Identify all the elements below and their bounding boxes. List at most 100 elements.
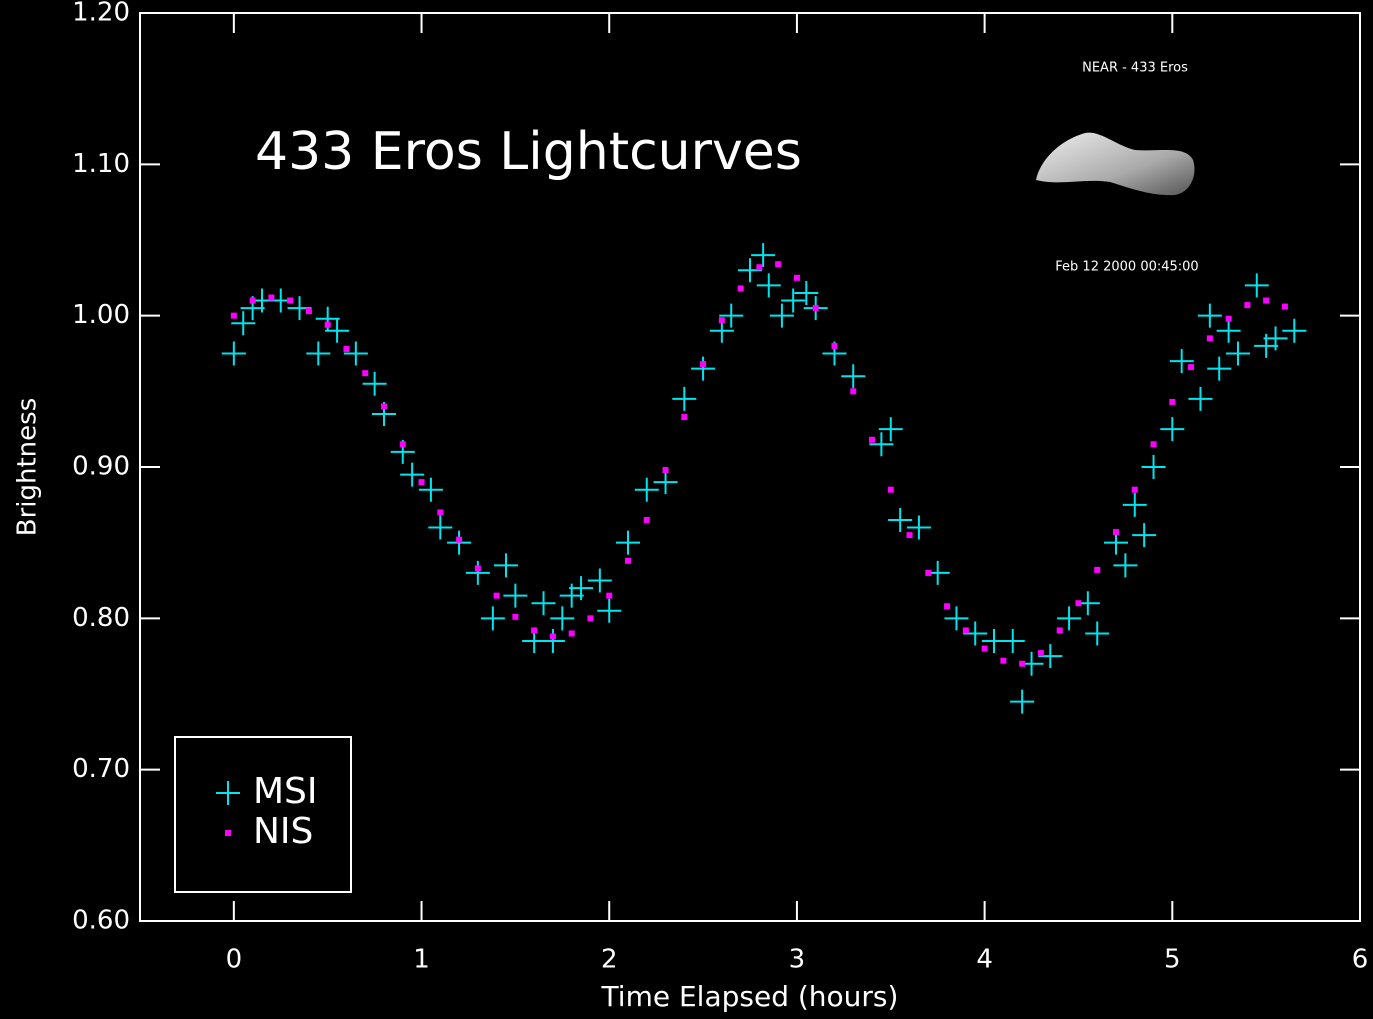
data-point xyxy=(756,273,781,298)
data-point xyxy=(981,645,988,652)
legend-marker xyxy=(216,781,240,805)
data-point xyxy=(643,516,650,523)
y-tick-label: 0.60 xyxy=(72,906,130,936)
data-point xyxy=(681,414,688,421)
annotation: Feb 12 2000 00:45:00 xyxy=(1055,260,1198,275)
data-point xyxy=(1150,441,1157,448)
asteroid-image xyxy=(1036,132,1195,196)
data-point xyxy=(1019,660,1026,667)
data-point xyxy=(906,532,913,539)
data-point xyxy=(1075,600,1082,607)
data-point xyxy=(399,441,406,448)
data-point xyxy=(1037,650,1044,657)
x-tick-label: 5 xyxy=(1164,945,1181,975)
data-point xyxy=(324,321,331,328)
data-point xyxy=(549,633,556,640)
data-point xyxy=(878,417,903,442)
data-point xyxy=(887,486,894,493)
data-point xyxy=(944,606,969,631)
data-point xyxy=(568,630,575,637)
data-point xyxy=(418,479,425,486)
data-point xyxy=(1000,629,1025,654)
x-tick-label: 0 xyxy=(226,945,243,975)
x-tick-label: 3 xyxy=(789,945,806,975)
data-point xyxy=(456,536,463,543)
data-point xyxy=(400,462,425,487)
data-point xyxy=(1085,621,1110,646)
data-point xyxy=(794,280,819,305)
data-point xyxy=(1094,566,1101,573)
data-point xyxy=(718,317,725,324)
data-point xyxy=(888,507,913,532)
data-point xyxy=(1263,326,1288,351)
legend-label: MSI xyxy=(253,771,318,812)
data-point xyxy=(597,598,622,623)
data-point xyxy=(606,592,613,599)
data-point xyxy=(1188,386,1213,411)
data-point xyxy=(1113,553,1138,578)
data-point xyxy=(719,303,744,328)
data-point xyxy=(465,560,490,585)
data-point xyxy=(437,509,444,516)
data-point xyxy=(343,341,368,366)
data-point xyxy=(944,603,951,610)
data-point xyxy=(1038,644,1063,669)
data-point xyxy=(672,386,697,411)
data-point xyxy=(769,303,794,328)
data-point xyxy=(1000,657,1007,664)
annotation: NEAR - 433 Eros xyxy=(1082,61,1188,76)
data-point xyxy=(869,432,894,457)
data-point xyxy=(634,477,659,502)
data-point xyxy=(1206,335,1213,342)
data-point xyxy=(653,470,678,495)
data-point xyxy=(587,568,612,593)
data-point xyxy=(1169,349,1194,374)
data-point xyxy=(1244,302,1251,309)
data-point xyxy=(925,569,932,576)
chart-title: 433 Eros Lightcurves xyxy=(255,122,802,182)
y-tick-label: 0.80 xyxy=(72,603,130,633)
data-point xyxy=(540,629,565,654)
data-point xyxy=(512,613,519,620)
data-point xyxy=(428,515,453,540)
x-tick-label: 2 xyxy=(601,945,618,975)
data-point xyxy=(781,288,806,313)
data-point xyxy=(1010,689,1035,714)
data-point xyxy=(1131,486,1138,493)
data-point xyxy=(287,297,294,304)
data-point xyxy=(231,311,256,336)
asteroid xyxy=(1036,132,1195,196)
data-point xyxy=(616,530,640,555)
data-point xyxy=(700,361,707,368)
data-point xyxy=(1188,364,1195,371)
data-point xyxy=(738,258,762,283)
data-point xyxy=(249,297,256,304)
y-tick-label: 0.70 xyxy=(72,754,130,784)
data-point xyxy=(418,477,443,502)
data-point xyxy=(1226,341,1250,366)
data-point xyxy=(305,308,312,315)
data-point xyxy=(812,305,819,312)
data-point xyxy=(869,436,875,443)
data-point xyxy=(1141,455,1166,479)
data-point xyxy=(1160,417,1185,442)
legend-box xyxy=(174,736,352,893)
data-point xyxy=(1207,356,1232,381)
x-tick-label: 6 xyxy=(1352,945,1369,975)
data-point xyxy=(1216,318,1241,343)
data-point xyxy=(1132,523,1157,548)
data-point xyxy=(494,553,518,578)
data-point xyxy=(625,557,631,564)
y-axis-label: Brightness xyxy=(13,398,43,537)
y-tick-label: 1.20 xyxy=(72,0,130,28)
data-point xyxy=(268,294,275,301)
data-point xyxy=(1057,606,1082,631)
data-point xyxy=(841,364,866,389)
data-point xyxy=(850,388,857,395)
y-tick-label: 0.90 xyxy=(72,452,130,482)
data-point xyxy=(1169,398,1176,405)
y-tick-label: 1.00 xyxy=(72,300,130,330)
data-point xyxy=(447,530,472,555)
data-point xyxy=(569,576,594,601)
